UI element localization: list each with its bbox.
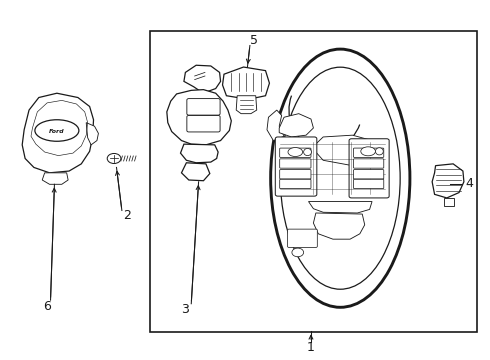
FancyBboxPatch shape [353,170,384,179]
FancyBboxPatch shape [275,137,317,196]
Ellipse shape [35,120,79,141]
Ellipse shape [270,49,410,307]
Ellipse shape [280,67,400,289]
Polygon shape [184,65,220,92]
Polygon shape [279,114,314,137]
Bar [150,31,477,332]
Polygon shape [222,67,270,99]
FancyBboxPatch shape [288,229,318,247]
Polygon shape [236,96,257,114]
Text: Ford: Ford [49,129,65,134]
Text: 5: 5 [250,34,258,48]
FancyBboxPatch shape [280,159,311,168]
FancyBboxPatch shape [187,99,220,115]
Ellipse shape [375,148,383,155]
FancyBboxPatch shape [349,139,389,198]
Text: 4: 4 [466,177,474,190]
Polygon shape [309,202,372,213]
FancyBboxPatch shape [187,116,220,132]
FancyBboxPatch shape [353,159,384,168]
Ellipse shape [304,148,312,156]
Polygon shape [312,135,377,166]
FancyBboxPatch shape [280,179,311,189]
Polygon shape [42,173,68,184]
Polygon shape [86,123,98,145]
Circle shape [292,248,304,257]
Polygon shape [180,144,218,163]
Text: 1: 1 [307,341,315,354]
Ellipse shape [361,147,375,156]
Text: 2: 2 [123,210,131,222]
Polygon shape [267,110,284,140]
FancyBboxPatch shape [280,148,311,157]
Polygon shape [432,164,464,198]
Text: 6: 6 [43,300,51,313]
Polygon shape [181,163,210,181]
FancyBboxPatch shape [353,179,384,189]
Text: 3: 3 [181,303,189,316]
Ellipse shape [288,148,303,157]
Polygon shape [444,198,454,206]
FancyBboxPatch shape [280,170,311,179]
FancyBboxPatch shape [353,148,384,157]
Circle shape [107,153,121,163]
Polygon shape [167,90,231,145]
Polygon shape [314,213,365,239]
Polygon shape [22,93,94,173]
